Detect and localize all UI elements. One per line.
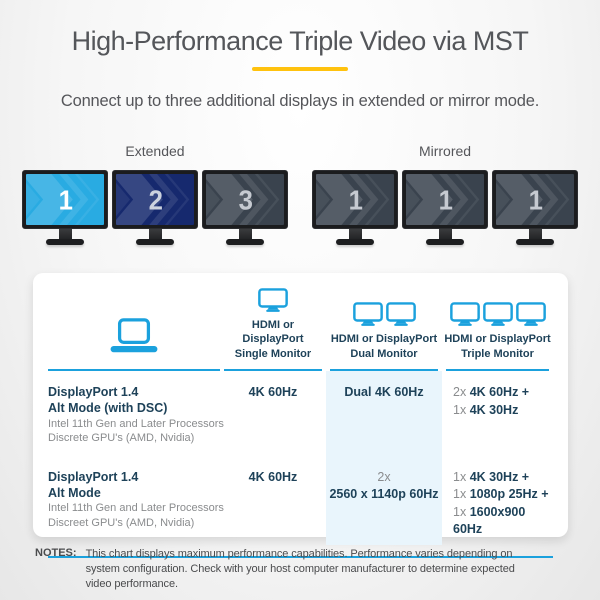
monitor-stand-base bbox=[226, 239, 264, 245]
monitor-stand-base bbox=[136, 239, 174, 245]
monitor-bezel: 1 bbox=[492, 170, 578, 229]
svg-text:3: 3 bbox=[239, 185, 253, 216]
spec-table: HDMI or DisplayPort Single Monitor HDMI … bbox=[48, 285, 553, 545]
value-dsc-dual: Dual 4K 60Hz bbox=[326, 371, 442, 456]
monitor-outline-icon bbox=[449, 302, 480, 327]
monitor-stand bbox=[238, 229, 252, 239]
spec-value-line: 2x 4K 60Hz + bbox=[453, 385, 530, 399]
row-label-dp14: DisplayPort 1.4 Alt Mode Intel 11th Gen an… bbox=[48, 456, 224, 545]
mode-label: Mirrored bbox=[418, 143, 472, 159]
svg-text:1: 1 bbox=[439, 185, 453, 216]
table-header-dual-monitor: HDMI or DisplayPort Dual Monitor bbox=[326, 285, 442, 371]
monitor-graphic-1: 1 bbox=[312, 170, 398, 245]
monitor-outline-icon bbox=[515, 302, 546, 327]
monitor-stand bbox=[438, 229, 452, 239]
dual-monitor-icon bbox=[352, 302, 416, 327]
spec-value-line: 4K 60Hz bbox=[248, 385, 298, 399]
monitor-outline-icon bbox=[482, 302, 513, 327]
row-detail-line: Discrete GPU's (AMD, Nvidia) bbox=[48, 432, 195, 445]
monitor-row: 1 2 3 bbox=[22, 170, 288, 245]
display-modes-illustration: Extended 1 2 3 Mirrored 1 1 1 bbox=[22, 143, 578, 245]
card-bottom-rule bbox=[48, 555, 553, 558]
monitor-outline-icon bbox=[352, 302, 383, 327]
monitor-graphic-1: 1 bbox=[22, 170, 108, 245]
value-alt-single: 4K 60Hz bbox=[220, 456, 326, 545]
mode-label: Extended bbox=[125, 143, 185, 159]
laptop-outline-icon bbox=[110, 318, 158, 353]
svg-text:1: 1 bbox=[529, 185, 543, 216]
monitor-graphic-3: 3 bbox=[202, 170, 288, 245]
table-header-triple-monitor: HDMI or DisplayPort Triple Monitor bbox=[442, 285, 553, 371]
triple-monitor-icon bbox=[449, 302, 546, 327]
notes-text: This chart displays maximum performance … bbox=[85, 548, 515, 591]
monitor-stand-base bbox=[426, 239, 464, 245]
monitor-graphic-1: 1 bbox=[492, 170, 578, 245]
monitor-stand-base bbox=[336, 239, 374, 245]
spec-value-line: 1x 1080p 25Hz + bbox=[453, 487, 549, 502]
column-underline bbox=[330, 369, 438, 371]
column-underline bbox=[48, 369, 220, 371]
svg-text:1: 1 bbox=[59, 185, 73, 216]
monitor-stand bbox=[148, 229, 162, 239]
spec-value-line: 2560 x 1140p 60Hz bbox=[329, 487, 439, 502]
notes-label: NOTES: bbox=[35, 547, 77, 559]
monitor-bezel: 2 bbox=[112, 170, 198, 229]
monitor-bezel: 3 bbox=[202, 170, 288, 229]
spec-value-line: 1x 4K 30Hz bbox=[453, 402, 519, 417]
spec-value-line: 1x 4K 30Hz + bbox=[453, 469, 530, 484]
monitor-outline-icon bbox=[385, 302, 416, 327]
row-name-line: Alt Mode (with DSC) bbox=[48, 401, 168, 416]
row-name-line: DisplayPort 1.4 bbox=[48, 385, 139, 399]
table-header-source bbox=[48, 285, 220, 371]
notes-section: NOTES: This chart displays maximum perfo… bbox=[35, 547, 580, 593]
page-title: High-Performance Triple Video via MST bbox=[71, 26, 529, 56]
row-detail-line: Intel 11th Gen and Later Processors bbox=[48, 417, 224, 430]
table-header-single-monitor: HDMI or DisplayPort Single Monitor bbox=[220, 285, 326, 371]
spec-card: HDMI or DisplayPort Single Monitor HDMI … bbox=[33, 273, 568, 558]
svg-text:2: 2 bbox=[149, 185, 163, 216]
value-dsc-triple: 2x 4K 60Hz + 1x 4K 30Hz bbox=[442, 371, 553, 456]
monitor-stand-base bbox=[46, 239, 84, 245]
row-label-dp14-dsc: DisplayPort 1.4 Alt Mode (with DSC) Intel … bbox=[48, 371, 224, 456]
single-monitor-icon bbox=[258, 288, 288, 313]
monitor-outline-icon bbox=[258, 288, 288, 313]
row-name-line: Alt Mode bbox=[48, 485, 101, 500]
row-detail-line: Discreet GPU's (AMD, Nvidia) bbox=[48, 516, 195, 529]
monitor-row: 1 1 1 bbox=[312, 170, 578, 245]
column-header-label: HDMI or DisplayPort Single Monitor bbox=[234, 319, 312, 360]
laptop-icon bbox=[107, 318, 161, 355]
monitor-stand-base bbox=[516, 239, 554, 245]
page-subtitle: Connect up to three additional displays … bbox=[60, 92, 540, 110]
spec-value-line: 2x bbox=[377, 469, 391, 484]
column-underline bbox=[224, 369, 322, 371]
monitor-graphic-1: 1 bbox=[402, 170, 488, 245]
value-dsc-single: 4K 60Hz bbox=[220, 371, 326, 456]
monitor-bezel: 1 bbox=[312, 170, 398, 229]
mode-group-mirrored: Mirrored 1 1 1 bbox=[312, 143, 578, 245]
monitor-stand bbox=[528, 229, 542, 239]
monitor-stand bbox=[348, 229, 362, 239]
svg-text:1: 1 bbox=[349, 185, 363, 216]
monitor-graphic-2: 2 bbox=[112, 170, 198, 245]
mode-group-extended: Extended 1 2 3 bbox=[22, 143, 288, 245]
title-accent-underline bbox=[252, 67, 348, 71]
row-detail-line: Intel 11th Gen and Later Processors bbox=[48, 502, 224, 515]
column-underline bbox=[446, 369, 549, 371]
spec-value-line: Dual 4K 60Hz bbox=[344, 385, 424, 399]
value-alt-dual: 2x 2560 x 1140p 60Hz bbox=[326, 455, 442, 545]
spec-value-line: 1x 1600x900 60Hz bbox=[453, 504, 526, 537]
spec-value-line: 4K 60Hz bbox=[248, 469, 298, 484]
monitor-bezel: 1 bbox=[22, 170, 108, 229]
value-alt-triple: 1x 4K 30Hz + 1x 1080p 25Hz + 1x 1600x900 6… bbox=[442, 456, 553, 545]
column-header-label: HDMI or DisplayPort Dual Monitor bbox=[330, 333, 438, 360]
column-header-label: HDMI or DisplayPort Triple Monitor bbox=[444, 333, 551, 360]
monitor-stand bbox=[58, 229, 72, 239]
row-name-line: DisplayPort 1.4 bbox=[48, 469, 139, 484]
monitor-bezel: 1 bbox=[402, 170, 488, 229]
